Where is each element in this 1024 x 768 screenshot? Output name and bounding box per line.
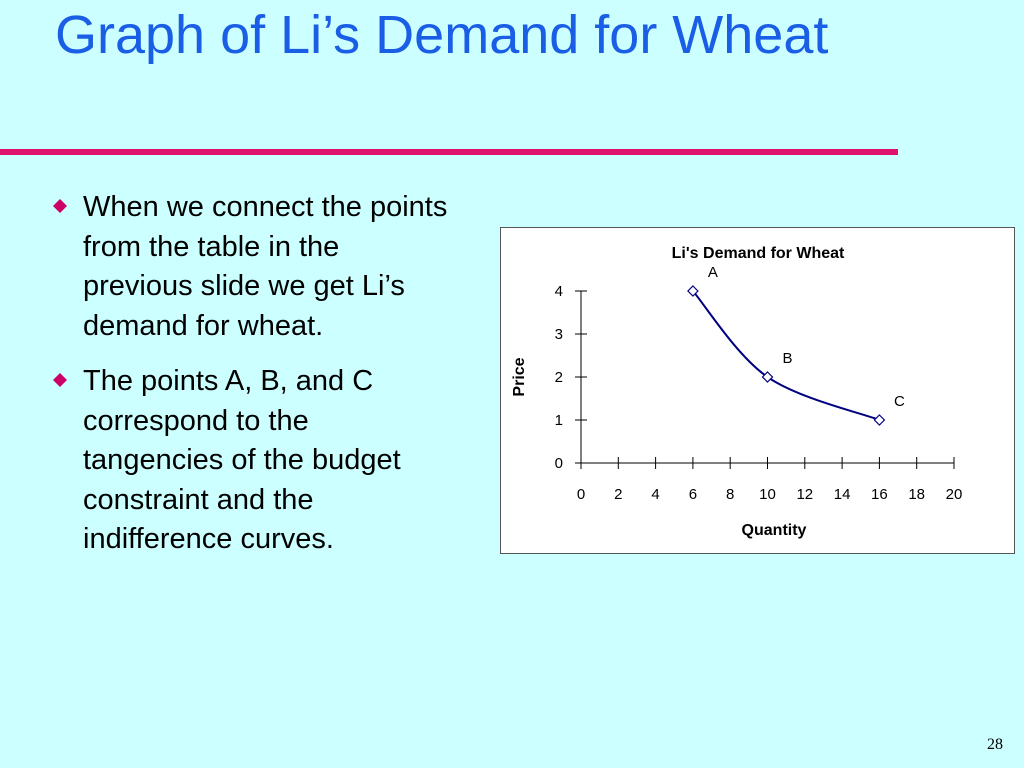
x-tick-label: 14 — [834, 486, 851, 503]
x-tick-label: 2 — [614, 486, 622, 503]
bullet-item: The points A, B, and C correspond to the… — [48, 362, 448, 560]
bullet-text: The points A, B, and C correspond to the… — [83, 365, 401, 555]
y-tick-label: 1 — [555, 412, 563, 429]
x-tick-label: 8 — [726, 486, 734, 503]
x-tick-label: 6 — [689, 486, 697, 503]
chart-title: Li's Demand for Wheat — [672, 245, 845, 262]
data-point-marker — [873, 414, 886, 426]
x-axis-label: Quantity — [742, 522, 807, 539]
x-tick-label: 12 — [796, 486, 813, 503]
data-point-marker — [761, 371, 774, 383]
x-tick-label: 20 — [946, 486, 963, 503]
slide-title: Graph of Li’s Demand for Wheat — [55, 5, 829, 65]
bullet-text: When we connect the points from the tabl… — [83, 191, 448, 342]
y-tick-label: 3 — [555, 326, 563, 343]
diamond-bullet-icon — [53, 199, 67, 213]
x-tick-label: 0 — [577, 486, 585, 503]
y-tick-label: 4 — [555, 283, 563, 300]
y-tick-label: 2 — [555, 369, 563, 386]
y-tick-label: 0 — [555, 455, 563, 472]
y-axis-label: Price — [511, 357, 528, 396]
bullet-list: When we connect the points from the tabl… — [48, 188, 448, 576]
page-number: 28 — [987, 736, 1003, 753]
data-point-marker — [687, 285, 699, 297]
x-tick-label: 4 — [651, 486, 659, 503]
bullet-item: When we connect the points from the tabl… — [48, 188, 448, 346]
point-label: C — [894, 393, 905, 410]
x-tick-label: 18 — [908, 486, 925, 503]
demand-chart: Li's Demand for Wheat 0 1 2 3 4 0 2 4 6 8 10 12 14 16 1… — [500, 227, 1015, 554]
title-rule — [0, 149, 898, 155]
point-label: A — [708, 264, 718, 281]
diamond-bullet-icon — [53, 373, 67, 387]
x-tick-label: 16 — [871, 486, 888, 503]
point-label: B — [782, 350, 792, 367]
x-tick-label: 10 — [759, 486, 776, 503]
